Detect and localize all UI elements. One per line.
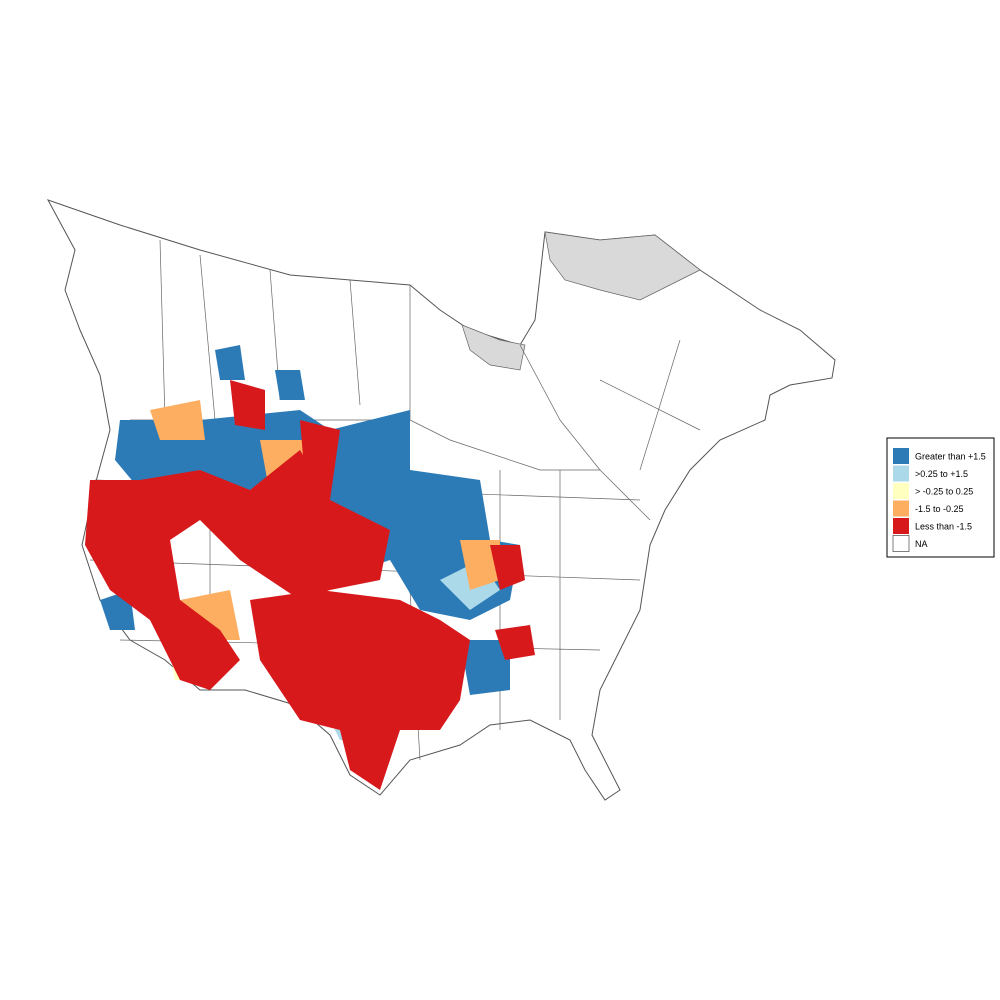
legend: Greater than +1.5 >0.25 to +1.5 > -0.25 to… bbox=[886, 437, 995, 558]
data-cell bbox=[230, 380, 340, 500]
legend-swatch bbox=[893, 483, 909, 499]
legend-swatch bbox=[893, 465, 909, 482]
data-cell bbox=[85, 450, 390, 690]
legend-swatch bbox=[893, 500, 909, 517]
data-cell bbox=[250, 590, 470, 790]
legend-label: > -0.25 to 0.25 bbox=[915, 486, 973, 496]
legend-label: Less than -1.5 bbox=[915, 521, 972, 531]
legend-label: Greater than +1.5 bbox=[915, 451, 986, 461]
legend-swatch bbox=[893, 448, 909, 464]
data-cell bbox=[490, 545, 535, 660]
legend-swatch bbox=[893, 518, 909, 534]
data-cell bbox=[150, 400, 500, 690]
na-region bbox=[461, 324, 526, 371]
legend-label: NA bbox=[915, 539, 928, 549]
legend-label: >0.25 to +1.5 bbox=[915, 469, 968, 479]
data-cell bbox=[215, 345, 305, 400]
data-cell bbox=[100, 590, 510, 695]
na-region bbox=[544, 231, 701, 301]
data-cells bbox=[85, 345, 535, 790]
legend-label: -1.5 to -0.25 bbox=[915, 504, 964, 514]
legend-swatch bbox=[892, 535, 910, 552]
